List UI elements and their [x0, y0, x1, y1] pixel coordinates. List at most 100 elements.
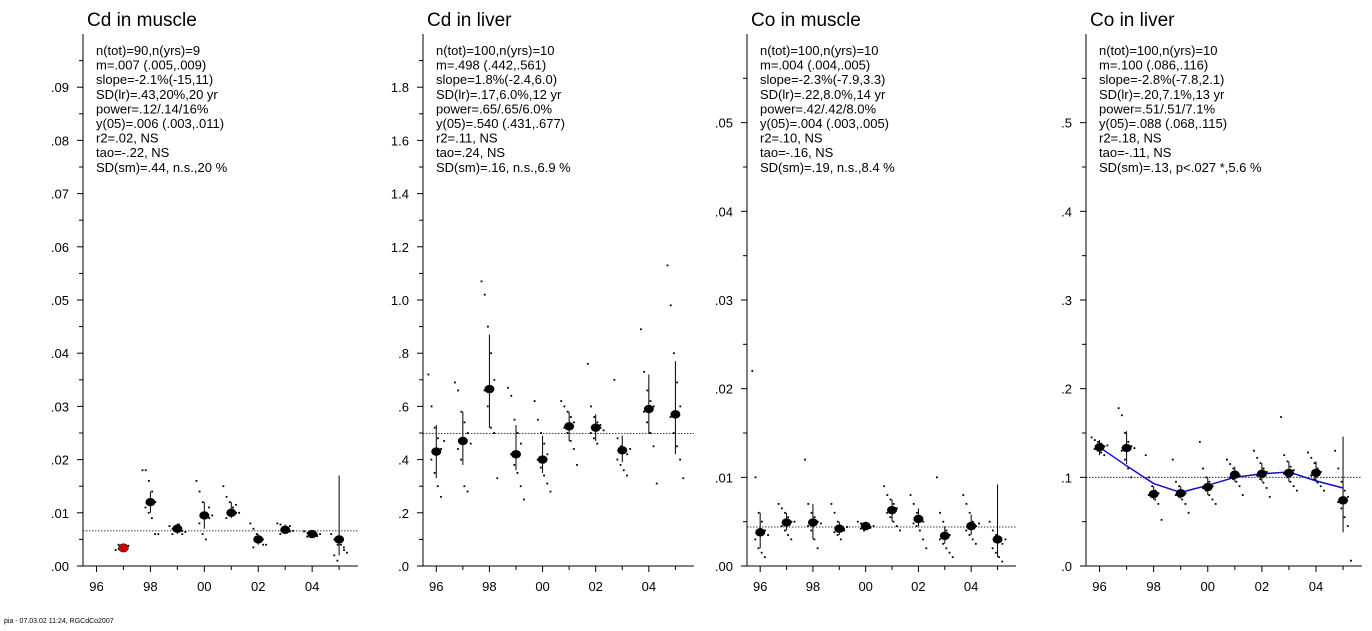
- data-point: [948, 551, 951, 554]
- data-point: [895, 525, 898, 527]
- data-point: [892, 503, 895, 505]
- data-point: [1001, 560, 1004, 563]
- stats-line: m=.100 (.086,.116): [1099, 58, 1208, 73]
- x-tick-label: 98: [482, 579, 496, 594]
- y-tick-label: .08: [51, 133, 69, 148]
- data-point: [942, 520, 945, 523]
- y-tick-label: .06: [51, 240, 69, 255]
- data-point: [522, 498, 525, 501]
- data-point: [336, 559, 339, 562]
- data-point: [1001, 542, 1004, 545]
- y-tick-label: .02: [715, 382, 733, 397]
- data-point: [629, 448, 632, 450]
- data-point: [760, 520, 763, 523]
- data-point: [330, 533, 333, 535]
- data-point: [1320, 471, 1322, 473]
- stats-line: SD(sm)=.13, p<.027 *,5.6 %: [1099, 160, 1262, 175]
- data-point: [346, 551, 348, 554]
- data-point: [965, 503, 968, 505]
- data-point: [181, 533, 184, 535]
- data-point: [572, 448, 575, 450]
- data-point: [457, 389, 460, 392]
- data-point: [833, 511, 836, 514]
- chart-title: Co in liver: [1090, 10, 1175, 31]
- data-point: [1323, 489, 1325, 492]
- data-point: [1157, 503, 1160, 505]
- data-point: [593, 416, 596, 418]
- data-point: [1093, 439, 1096, 441]
- data-point: [516, 472, 519, 474]
- data-point: [886, 511, 889, 514]
- data-point: [939, 511, 941, 514]
- data-point: [643, 370, 646, 373]
- data-point: [626, 474, 628, 477]
- data-point: [899, 529, 901, 532]
- data-point: [204, 538, 207, 541]
- data-point: [339, 543, 342, 546]
- data-point: [147, 511, 150, 514]
- data-point: [546, 482, 549, 485]
- data-point: [889, 516, 892, 519]
- data-point: [596, 421, 599, 424]
- data-point: [682, 477, 685, 480]
- data-point: [1256, 456, 1259, 459]
- median-marker: [781, 518, 792, 527]
- data-point: [948, 534, 951, 536]
- data-point: [1090, 436, 1093, 439]
- y-tick-label: 1.0: [391, 293, 409, 308]
- data-point: [860, 522, 862, 525]
- data-point: [1151, 485, 1154, 488]
- data-point: [655, 482, 658, 485]
- data-point: [513, 418, 516, 421]
- stats-line: power=.65/.65/6.0%: [436, 101, 552, 116]
- data-point: [117, 543, 120, 546]
- data-point: [1350, 559, 1352, 562]
- y-tick-label: .5: [1061, 116, 1072, 131]
- data-point: [935, 476, 938, 479]
- data-point: [433, 472, 436, 474]
- data-point: [804, 458, 806, 461]
- median-marker: [118, 543, 129, 553]
- stats-line: slope=-2.8%(-7.8,2.1): [1099, 72, 1224, 87]
- x-tick-label: 98: [806, 579, 820, 594]
- data-point: [619, 464, 622, 466]
- median-marker: [145, 497, 156, 507]
- data-point: [437, 437, 439, 440]
- data-point: [784, 511, 786, 514]
- data-point: [319, 533, 321, 535]
- y-tick-label: .2: [398, 506, 409, 521]
- data-point: [971, 520, 974, 523]
- data-point: [912, 503, 915, 505]
- data-point: [859, 527, 862, 530]
- data-point: [519, 442, 522, 445]
- data-point: [1160, 518, 1163, 521]
- data-point: [343, 549, 345, 551]
- data-point: [767, 534, 769, 536]
- data-point: [1292, 469, 1295, 472]
- data-point: [909, 494, 912, 496]
- data-point: [646, 421, 649, 424]
- data-point: [1295, 489, 1298, 492]
- stats-line: SD(lr)=.17,6.0%,12 yr: [436, 87, 562, 102]
- stats-line: SD(sm)=.44, n.s.,20 %: [96, 160, 228, 175]
- y-tick-label: .00: [715, 559, 733, 574]
- data-point: [569, 416, 572, 418]
- data-point: [573, 421, 575, 424]
- data-point: [507, 386, 509, 389]
- data-point: [945, 529, 948, 532]
- data-point: [922, 520, 925, 523]
- data-point: [596, 442, 599, 445]
- data-point: [201, 533, 204, 535]
- data-point: [1283, 472, 1285, 475]
- data-point: [843, 529, 846, 532]
- data-point: [154, 533, 157, 535]
- data-point: [757, 511, 760, 514]
- data-point: [1340, 480, 1343, 483]
- y-tick-label: .02: [51, 453, 69, 468]
- data-point: [1313, 478, 1316, 481]
- median-marker: [966, 521, 977, 531]
- data-point: [807, 525, 809, 527]
- data-point: [816, 520, 819, 523]
- stats-line: m=.004 (.004,.005): [760, 58, 870, 73]
- median-marker: [307, 529, 318, 539]
